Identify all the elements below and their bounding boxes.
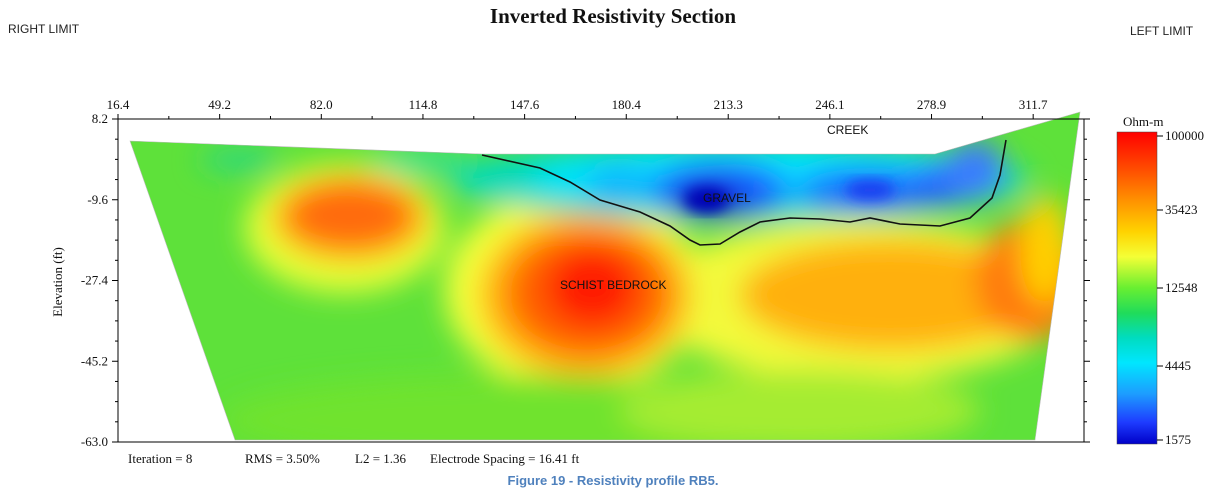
x-tick-label: 82.0 <box>310 97 333 112</box>
x-tick-label: 147.6 <box>510 97 540 112</box>
colorbar-title: Ohm-m <box>1123 114 1163 129</box>
y-tick-label: -9.6 <box>87 192 108 207</box>
left-limit-label: LEFT LIMIT <box>1130 24 1194 38</box>
x-tick-label: 246.1 <box>815 97 844 112</box>
gravel-annotation: GRAVEL <box>703 191 751 205</box>
schist-bedrock-annotation: SCHIST BEDROCK <box>560 278 666 292</box>
y-axis-label: Elevation (ft) <box>50 247 65 317</box>
gravel-boundary-line <box>481 139 1007 246</box>
x-axis: 16.4 49.2 82.0 114.8 147.6 180.4 213.3 246.1 278… <box>107 97 1048 119</box>
colorbar-ticks: 100000 35423 12548 4445 1575 <box>1157 128 1204 447</box>
x-tick-label: 213.3 <box>714 97 743 112</box>
chart-title: Inverted Resistivity Section <box>490 4 736 28</box>
colorbar-tick-label: 100000 <box>1165 128 1204 143</box>
y-tick-label: -27.4 <box>81 273 109 288</box>
figure-caption: Figure 19 - Resistivity profile RB5. <box>508 473 719 488</box>
x-tick-label: 16.4 <box>107 97 130 112</box>
right-limit-label: RIGHT LIMIT <box>8 22 80 36</box>
l2-text: L2 = 1.36 <box>355 451 407 466</box>
section-outline <box>129 111 1081 441</box>
creek-annotation: CREEK <box>827 123 868 137</box>
iteration-text: Iteration = 8 <box>128 451 192 466</box>
rms-text: RMS = 3.50% <box>245 451 320 466</box>
y-tick-label: -45.2 <box>81 353 108 368</box>
colorbar-tick-label: 35423 <box>1165 202 1198 217</box>
y-tick-label: 8.2 <box>92 111 108 126</box>
spacing-text: Electrode Spacing = 16.41 ft <box>430 451 580 466</box>
x-tick-label: 278.9 <box>917 97 946 112</box>
y-tick-label: -63.0 <box>81 434 108 449</box>
colorbar-tick-label: 4445 <box>1165 358 1191 373</box>
x-tick-label: 114.8 <box>409 97 438 112</box>
x-tick-label: 311.7 <box>1019 97 1048 112</box>
colorbar-tick-label: 1575 <box>1165 432 1191 447</box>
colorbar-tick-label: 12548 <box>1165 280 1198 295</box>
colorbar <box>1116 131 1158 445</box>
x-tick-label: 49.2 <box>208 97 231 112</box>
x-tick-label: 180.4 <box>612 97 642 112</box>
y-axis: 8.2 -9.6 -27.4 -45.2 -63.0 <box>81 111 1090 449</box>
